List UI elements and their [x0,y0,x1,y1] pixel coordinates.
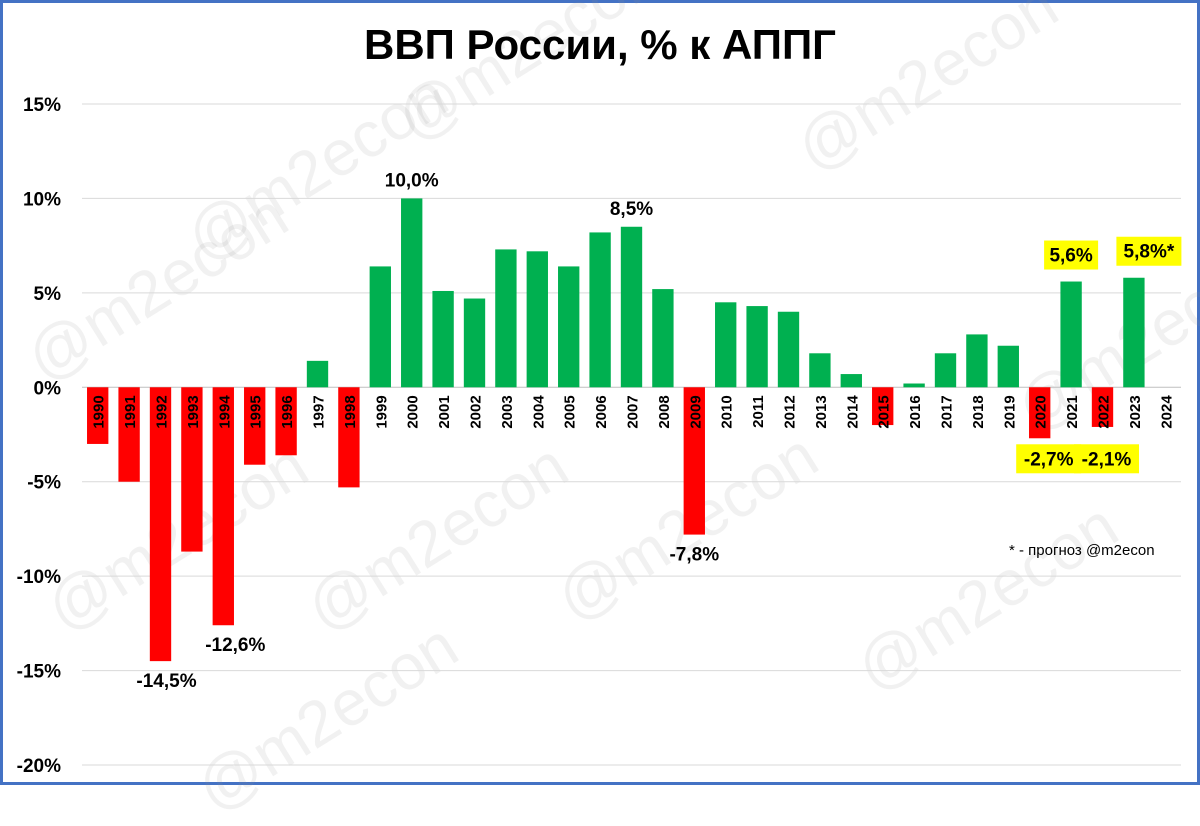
x-tick-label: 2006 [593,395,610,428]
bar-1998 [338,387,360,488]
bar-2012 [777,311,800,388]
x-tick-label: 2021 [1064,395,1081,428]
y-tick-label: -10% [17,567,61,588]
data-label: 8,5% [610,199,653,220]
bar-2005 [558,266,580,388]
x-tick-label: 2010 [719,395,736,428]
bar-1994 [212,387,234,626]
bar-2004 [526,251,548,388]
data-label: 5,8%* [1124,242,1175,263]
bar-chart: 15% 10% 5% 0% -5% -10% -15% -20% 1990 1991 1992 199… [17,95,1182,777]
bar-2002 [463,298,486,388]
x-tick-label: 2020 [1033,395,1050,428]
x-tick-label: 2000 [405,395,422,428]
bar-2014 [840,374,862,388]
bar-1990 [87,387,109,444]
y-tick-label: 10% [23,189,61,210]
data-label-highlight [1016,444,1082,474]
bar-2011 [746,306,768,388]
y-tick-label: -20% [17,756,61,777]
bar-1999 [369,266,391,388]
y-tick-label: 5% [34,284,62,305]
bar-1995 [244,387,266,465]
chart-title: ВВП России, % к АППГ [364,21,836,68]
x-tick-label: 1997 [311,395,328,428]
bar-1996 [275,387,297,456]
x-tick-label: 1992 [154,395,171,428]
data-label-highlight [1044,240,1099,270]
x-tick-label: 2002 [468,395,485,428]
bar-2015 [872,387,894,426]
x-tick-label: 2016 [907,395,924,428]
x-tick-label: 2001 [436,395,453,428]
x-tick-label: 2008 [656,395,673,428]
y-tick-label: 0% [34,378,62,399]
x-tick-label: 2011 [750,395,767,428]
bar-2023 [1123,277,1145,388]
x-tick-label: 2012 [782,395,799,428]
data-label-highlight [1074,444,1139,474]
bar-2017 [934,353,957,388]
x-tick-label: 2007 [625,395,642,428]
x-tick-label: 2024 [1158,395,1175,429]
x-tick-label: 1993 [185,395,202,428]
x-tick-label: 1998 [342,395,359,428]
x-tick-label: 1990 [91,395,108,428]
x-tick-label: 2017 [939,395,956,428]
x-tick-label: 2014 [844,395,861,429]
x-tick-label: 2015 [876,395,893,428]
y-tick-label: 15% [23,95,61,116]
data-label: -7,8% [669,545,719,566]
x-tick-label: 2023 [1127,395,1144,428]
bar-2021 [1060,281,1082,388]
bar-2003 [495,249,517,388]
bar-1993 [181,387,203,552]
x-tick-label: 2004 [530,395,547,429]
data-label-highlight [1116,236,1182,266]
x-tick-label: 2019 [1001,395,1018,428]
x-tick-label: 2013 [813,395,830,428]
data-label: 5,6% [1049,246,1092,267]
y-tick-label: -15% [17,662,61,683]
bar-2022 [1091,387,1114,427]
x-tick-label: 1995 [248,395,265,428]
bar-2001 [432,290,454,388]
bar-2013 [809,353,831,388]
footnote: * - прогноз @m2econ [1009,542,1155,559]
bar-1992 [149,387,172,662]
bar-2007 [620,226,643,388]
bar-2018 [966,334,988,388]
data-label: 10,0% [385,170,439,191]
bar-2016 [903,383,925,388]
x-tick-label: 2009 [687,395,704,428]
bar-2020 [1029,387,1051,439]
data-label: -12,6% [205,635,265,656]
bar-2006 [589,232,611,388]
x-tick-label: 2003 [499,395,516,428]
x-tick-label: 1999 [373,395,390,428]
bar-2000 [401,198,423,388]
data-label: -2,1% [1082,449,1132,470]
y-tick-label: -5% [27,473,61,494]
bar-2010 [715,302,737,388]
data-label: -14,5% [136,671,196,692]
bar-1997 [306,360,329,388]
x-tick-label: 1994 [216,395,233,429]
bar-2019 [997,345,1019,388]
x-tick-label: 2022 [1096,395,1113,428]
x-tick-label: 1996 [279,395,296,428]
bar-2009 [683,387,705,535]
bar-1991 [118,387,140,482]
x-tick-label: 2018 [970,395,987,428]
x-tick-label: 2005 [562,395,579,428]
bar-2008 [652,289,674,388]
x-tick-label: 1991 [122,395,139,428]
data-label: -2,7% [1024,449,1074,470]
